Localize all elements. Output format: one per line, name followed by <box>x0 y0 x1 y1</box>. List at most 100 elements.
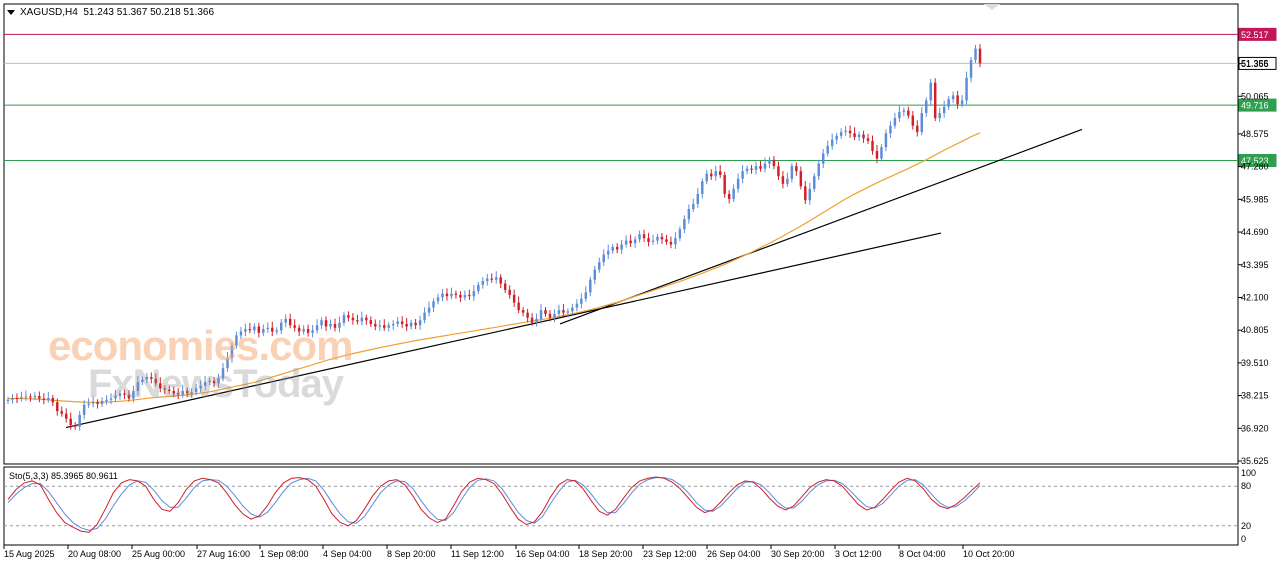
y-tick-label: 43.395 <box>1241 260 1269 270</box>
candle <box>459 294 462 298</box>
candle <box>87 403 90 405</box>
candle <box>315 325 319 331</box>
candle <box>566 311 570 313</box>
candle <box>253 326 256 331</box>
candle <box>665 239 668 242</box>
candle <box>11 397 14 400</box>
candle <box>365 317 368 321</box>
candle <box>369 320 373 324</box>
candle <box>100 401 104 405</box>
candle <box>808 188 812 201</box>
x-tick-label: 26 Sep 04:00 <box>707 549 761 559</box>
candle <box>6 399 10 402</box>
oscillator-title: Sto(5,3,3) 85.3965 80.9611 <box>9 471 118 481</box>
candle <box>530 317 534 323</box>
x-tick-label: 10 Oct 20:00 <box>963 549 1015 559</box>
y-tick-label: 35.625 <box>1241 456 1269 466</box>
candle <box>302 329 305 332</box>
candle <box>754 166 758 170</box>
candle <box>893 118 897 126</box>
candle <box>114 395 117 399</box>
candle <box>790 166 794 179</box>
x-tick-label: 8 Sep 20:00 <box>387 549 436 559</box>
candle <box>486 278 489 282</box>
oscillator-axis-label: 20 <box>1241 521 1251 531</box>
x-tick-label: 23 Sep 12:00 <box>643 549 697 559</box>
candle <box>472 291 476 297</box>
price-level-tag <box>1238 27 1277 41</box>
ohlc-values: 51.243 51.367 50.218 51.366 <box>83 7 215 18</box>
candle <box>521 310 525 313</box>
candle <box>606 250 610 255</box>
y-tick-label: 50.065 <box>1241 91 1269 101</box>
candle <box>280 322 283 331</box>
candle <box>889 125 892 134</box>
candle <box>942 106 946 114</box>
y-tick-label: 42.100 <box>1241 292 1269 302</box>
candle <box>974 48 977 61</box>
x-tick-label: 15 Aug 2025 <box>4 549 55 559</box>
candle <box>490 278 493 280</box>
candle <box>127 394 131 399</box>
candle <box>297 327 301 332</box>
candle <box>136 382 140 391</box>
candle <box>674 238 677 245</box>
candle <box>633 239 637 244</box>
candle <box>168 389 171 391</box>
candle <box>172 390 175 394</box>
candle <box>454 293 458 295</box>
candle <box>503 283 507 290</box>
candle <box>342 315 346 323</box>
candle <box>396 321 399 324</box>
candle <box>387 325 390 328</box>
candle <box>508 289 511 295</box>
candle <box>91 402 95 404</box>
candle <box>262 329 265 333</box>
watermark-logo: economies.com <box>48 322 353 369</box>
candle <box>409 322 413 327</box>
candle <box>866 138 870 141</box>
oscillator-pane-border <box>3 466 1239 546</box>
candle <box>235 335 238 346</box>
candle <box>701 181 704 194</box>
main-pane-border <box>3 3 1239 465</box>
candle <box>383 325 386 328</box>
candle <box>356 320 359 322</box>
price-level-label: 47.523 <box>1241 156 1269 166</box>
oscillator-axis-label: 100 <box>1241 468 1256 478</box>
trendline <box>559 128 1083 325</box>
candle <box>24 396 28 398</box>
candle <box>745 168 749 172</box>
scroll-marker-icon <box>984 4 1000 10</box>
price-level-tag <box>1238 153 1277 167</box>
candle <box>60 411 63 414</box>
candle <box>176 393 180 395</box>
symbol-menu-icon[interactable] <box>7 10 15 15</box>
candle <box>763 163 767 169</box>
candle <box>768 159 771 164</box>
candle <box>150 377 153 379</box>
candles <box>6 44 982 431</box>
candle <box>947 99 950 107</box>
candle <box>329 323 332 327</box>
candle <box>432 301 435 308</box>
moving-average <box>8 132 981 403</box>
candle <box>839 132 843 136</box>
candle <box>499 277 502 284</box>
chart-frame <box>3 3 1239 546</box>
candle <box>844 130 847 133</box>
y-tick-label: 44.690 <box>1241 227 1269 237</box>
candle <box>33 395 37 398</box>
y-tick-label: 40.805 <box>1241 325 1269 335</box>
x-tick-label: 3 Oct 12:00 <box>835 549 882 559</box>
candle <box>951 95 955 100</box>
candle <box>969 60 973 78</box>
candle <box>933 82 937 119</box>
candle <box>51 397 55 403</box>
candle <box>647 238 650 242</box>
candle <box>378 325 382 327</box>
y-tick-label: 38.215 <box>1241 391 1269 401</box>
x-tick-label: 25 Aug 00:00 <box>132 549 185 559</box>
